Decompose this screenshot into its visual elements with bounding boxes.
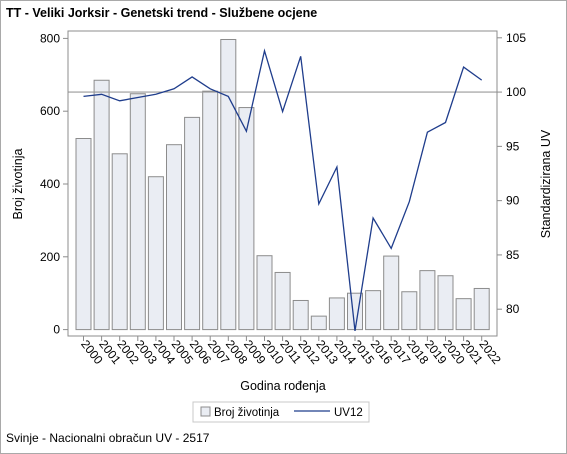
bar-2020: [437, 275, 454, 331]
bar-2012: [292, 299, 309, 331]
y2-tick-label: 85: [506, 248, 520, 262]
y2-tick-label: 105: [506, 31, 526, 45]
right-axis-ticks: 80 85 90 95 100 105: [497, 31, 526, 316]
bar-2000: [75, 138, 92, 331]
bar-2001: [93, 79, 110, 331]
bar-2022: [473, 287, 490, 331]
chart-title: TT - Veliki Jorksir - Genetski trend - S…: [6, 6, 318, 20]
bar-2003: [129, 93, 146, 331]
y2-tick-label: 80: [506, 302, 520, 316]
uv12-line: [83, 48, 483, 332]
bar-2014: [328, 297, 345, 331]
left-axis-ticks: 0 200 400 600 800: [40, 31, 68, 337]
y-tick-label: 400: [40, 177, 60, 191]
y-tick-label: 200: [40, 250, 60, 264]
bar-2010: [256, 255, 273, 331]
bar-2005: [166, 144, 182, 331]
legend-label-line: UV12: [334, 407, 363, 419]
bar-2016: [365, 290, 382, 331]
bars-layer: [75, 38, 490, 331]
bar-2018: [401, 291, 418, 331]
bar-2008: [220, 38, 237, 331]
y-tick-label: 0: [53, 323, 60, 337]
y2-axis-label: Standardizirana UV: [539, 129, 553, 238]
bar-2007: [202, 90, 219, 331]
y-axis-label: Broj životinja: [11, 149, 25, 220]
x-axis-label: Godina rođenja: [240, 379, 326, 393]
y2-tick-label: 95: [506, 139, 520, 153]
x-axis-ticks: 2000200120022003200420052006200720082009…: [78, 336, 504, 367]
bar-2013: [310, 315, 327, 331]
bar-2004: [147, 176, 164, 331]
bar-2019: [419, 270, 436, 331]
bar-2009: [238, 107, 255, 331]
legend-box: [192, 401, 370, 423]
bar-2017: [383, 255, 400, 331]
y-tick-label: 600: [40, 104, 60, 118]
y-tick-label: 800: [40, 31, 60, 45]
legend-bar-swatch: [200, 406, 211, 417]
bar-2002: [111, 153, 128, 331]
y2-tick-label: 100: [506, 85, 526, 99]
y2-tick-label: 90: [506, 194, 520, 208]
bar-2006: [184, 116, 201, 331]
bar-2011: [274, 271, 291, 331]
footnote: Svinje - Nacionalni obračun UV - 2517: [6, 431, 210, 445]
legend-label-bars: Broj životinja: [214, 407, 280, 419]
bar-2021: [455, 298, 472, 331]
